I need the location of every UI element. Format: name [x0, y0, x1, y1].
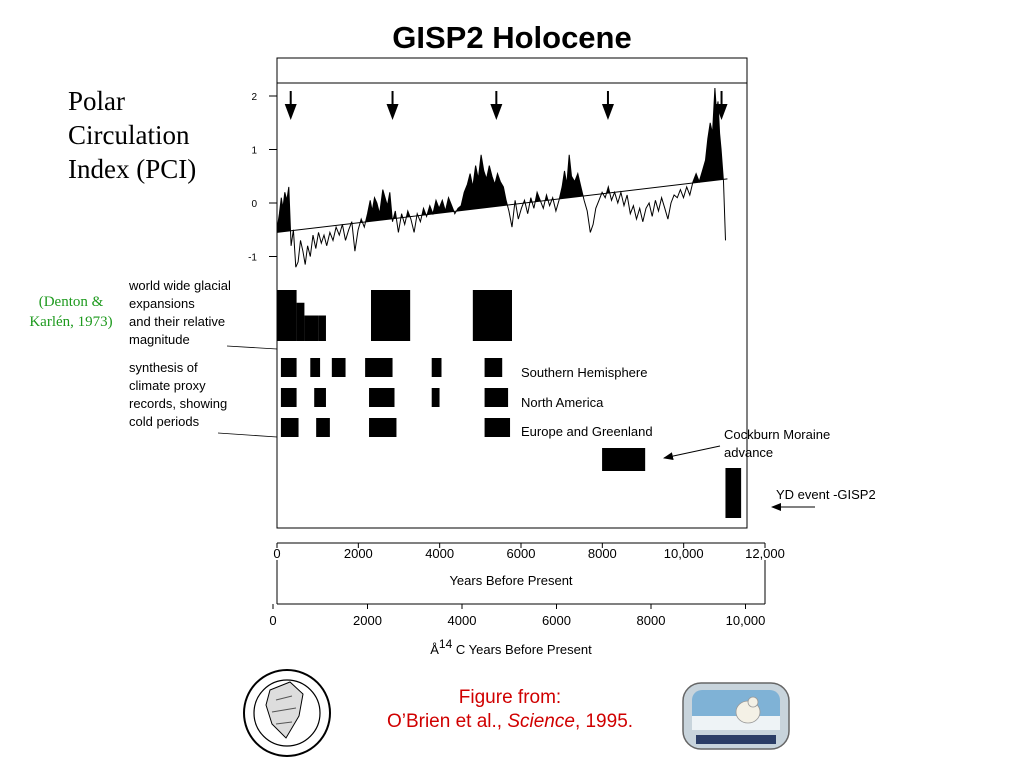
- yd-event-bar: [725, 468, 742, 518]
- denton-citation: (Denton & Karlén, 1973): [12, 292, 130, 333]
- y-axis-label-line: Polar: [68, 86, 125, 116]
- cold-period-bar: [431, 388, 440, 407]
- upper-frame: [276, 57, 748, 84]
- pci-series-layer: [276, 87, 726, 268]
- cockburn-label-line2: advance: [724, 445, 773, 460]
- cold-period-bar: [280, 358, 297, 377]
- citation-line: Karlén, 1973): [29, 314, 113, 331]
- y-tick-label: -1: [248, 253, 257, 264]
- cold-period-bar: [331, 358, 346, 377]
- pci-series-line: [276, 87, 726, 268]
- x-axis-label: Years Before Present: [449, 573, 572, 588]
- radiocarbon-label-superscript: 14: [439, 637, 453, 651]
- x-tick-label: 12,000: [745, 546, 785, 561]
- cold-period-bar: [314, 388, 326, 407]
- cockburn-moraine-bar: [602, 448, 646, 471]
- nsf-arctic-program-logo: [682, 682, 790, 750]
- row-label-north-america: North America: [521, 395, 604, 410]
- description-line: cold periods: [129, 414, 200, 429]
- citation-line: (Denton &: [38, 294, 104, 310]
- description-line: synthesis of: [129, 360, 198, 375]
- radiocarbon-tick-label: 0: [269, 613, 276, 628]
- yd-label: YD event -GISP2: [776, 487, 876, 502]
- row-label-europe-greenland: Europe and Greenland: [521, 424, 653, 439]
- y-tick-label: 2: [251, 92, 257, 103]
- description-line: expansions: [129, 296, 195, 311]
- pci-positive-fill: [277, 88, 726, 233]
- glacial-expansion-bar: [318, 315, 326, 341]
- x-axis: 0 2000 4000 6000 8000 10,000 12,000: [273, 542, 785, 605]
- glacial-expansion-bar: [296, 302, 305, 341]
- row-label-southern-hemisphere: Southern Hemisphere: [521, 365, 647, 380]
- cold-period-bar: [280, 418, 299, 437]
- credit-line2: O’Brien et al., Science, 1995.: [300, 710, 720, 734]
- x-tick-label: 0: [273, 546, 280, 561]
- glacial-expansion-bar: [304, 315, 319, 341]
- cockburn-arrow: [663, 445, 721, 461]
- glacial-expansion-bar: [371, 290, 411, 341]
- credit-year: , 1995.: [574, 711, 634, 732]
- x-tick-label: 10,000: [664, 546, 704, 561]
- y-axis-label-line: Index (PCI): [68, 153, 197, 184]
- cold-period-bar: [365, 358, 393, 377]
- radiocarbon-tick-label: 8000: [637, 613, 666, 628]
- y-axis-label-line: Circulation: [68, 119, 190, 150]
- radiocarbon-label-prefix: Å: [430, 642, 439, 657]
- radiocarbon-tick-label: 4000: [448, 613, 477, 628]
- cold-period-bar: [484, 388, 509, 407]
- glacial-expansion-bar: [472, 290, 512, 341]
- event-arrow-head: [715, 104, 728, 120]
- x-tick-label: 4000: [425, 546, 454, 561]
- chart-title: GISP2 Holocene: [392, 20, 632, 55]
- glacial-expansion-bar: [277, 290, 297, 341]
- description-line: world wide glacial: [129, 278, 231, 293]
- description-line: and their relative: [129, 314, 226, 329]
- y-tick-label: 0: [251, 199, 257, 210]
- credit-journal: Science: [507, 711, 575, 732]
- glacial-expansion-description: world wide glacial expansions and their …: [129, 277, 231, 349]
- event-arrow-head: [386, 104, 399, 120]
- credit-line1: Figure from:: [458, 687, 562, 708]
- cold-period-bar: [431, 358, 442, 377]
- x-tick-label: 6000: [507, 546, 536, 561]
- x-tick-label: 8000: [588, 546, 617, 561]
- cold-period-bar: [369, 418, 397, 437]
- radiocarbon-x-axis: 0 2000 4000 6000 8000 10,000: [269, 604, 765, 628]
- event-arrow-head: [490, 104, 503, 120]
- description-line: records, showing: [129, 396, 228, 411]
- radiocarbon-label-rest: C Years Before Present: [452, 642, 592, 657]
- figure-credit: Figure from: O’Brien et al., Science, 19…: [300, 686, 720, 734]
- radiocarbon-tick-label: 2000: [353, 613, 382, 628]
- event-arrow-head: [284, 104, 297, 120]
- gisp2-logo: [243, 669, 331, 757]
- event-arrow-head: [601, 104, 614, 120]
- description-line: magnitude: [129, 332, 190, 347]
- y-axis: 2 1 0 -1: [248, 92, 277, 264]
- cold-period-bar: [310, 358, 321, 377]
- credit-authors: O’Brien et al.,: [386, 711, 508, 732]
- proxy-bars: [277, 290, 742, 518]
- event-arrows: [284, 91, 728, 120]
- proxy-leader-line: [217, 432, 278, 438]
- cold-period-bar: [484, 418, 511, 437]
- cold-period-bar: [369, 388, 395, 407]
- x-tick-label: 2000: [344, 546, 373, 561]
- description-line: climate proxy: [129, 378, 206, 393]
- cockburn-label-line1: Cockburn Moraine: [724, 427, 830, 442]
- cold-period-bar: [484, 358, 503, 377]
- y-tick-label: 1: [251, 146, 257, 157]
- trend-line: [276, 178, 728, 233]
- radiocarbon-tick-label: 6000: [542, 613, 571, 628]
- radiocarbon-axis-label: Å14 C Years Before Present: [430, 637, 592, 657]
- radiocarbon-tick-label: 10,000: [726, 613, 766, 628]
- cold-period-bar: [316, 418, 330, 437]
- proxy-records-description: synthesis of climate proxy records, show…: [129, 359, 227, 431]
- y-axis-label: Polar Circulation Index (PCI): [68, 85, 196, 186]
- glacial-leader-line: [226, 345, 278, 350]
- cold-period-bar: [280, 388, 297, 407]
